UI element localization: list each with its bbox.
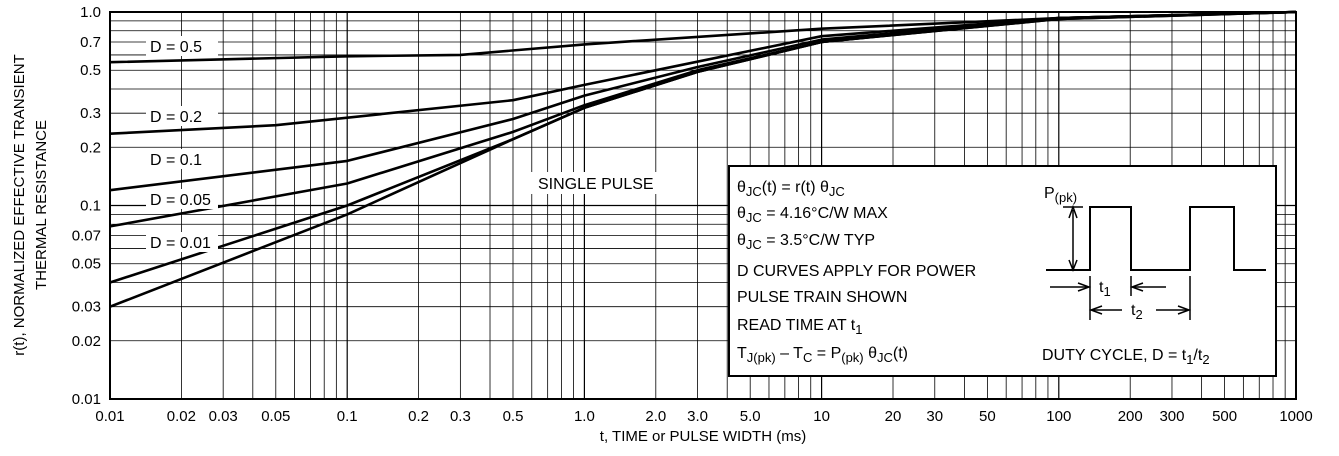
- svg-text:SINGLE PULSE: SINGLE PULSE: [538, 176, 654, 193]
- t2-label: t2: [1131, 302, 1143, 322]
- y-tick-label: 0.05: [72, 256, 101, 273]
- x-tick-label: 3.0: [687, 408, 708, 425]
- y-tick-label: 0.1: [80, 198, 101, 215]
- y-tick-label: 0.02: [72, 333, 101, 350]
- x-tick-label: 0.03: [209, 408, 238, 425]
- x-tick-label: 1.0: [574, 408, 595, 425]
- x-tick-label: 50: [979, 408, 996, 425]
- info-box: θJC(t) = r(t) θJC θJC = 4.16°C/W MAX θJC…: [728, 165, 1277, 377]
- x-tick-label: 200: [1118, 408, 1143, 425]
- note-d-curves: D CURVES APPLY FOR POWER: [737, 263, 976, 280]
- y-axis-label-line2: THERMAL RESISTANCE: [33, 120, 50, 290]
- note-pulse-train: PULSE TRAIN SHOWN: [737, 289, 907, 306]
- curve-d-0-2: [109, 10, 1297, 135]
- x-tick-label: 300: [1159, 408, 1184, 425]
- y-tick-label: 0.03: [72, 299, 101, 316]
- x-tick-label: 500: [1212, 408, 1237, 425]
- y-tick-label: 0.3: [80, 105, 101, 122]
- y-tick-label: 0.5: [80, 62, 101, 79]
- x-tick-label: 0.1: [337, 408, 358, 425]
- eq-tj-tc: TJ(pk) – TC = P(pk) θJC(t): [737, 345, 908, 365]
- series-label-d02: D = 0.2: [146, 106, 218, 126]
- svg-text:D = 0.01: D = 0.01: [150, 235, 211, 252]
- curves: [109, 10, 1297, 308]
- series-label-d001: D = 0.01: [146, 232, 218, 252]
- x-tick-label: 0.02: [167, 408, 196, 425]
- series-label-d05: D = 0.5: [146, 36, 218, 56]
- y-tick-label: 1.0: [80, 4, 101, 21]
- svg-text:D = 0.05: D = 0.05: [150, 192, 211, 209]
- t1-label: t1: [1099, 279, 1111, 299]
- y-tick-label: 0.7: [80, 34, 101, 51]
- x-tick-labels: 0.01 0.02 0.03 0.05 0.1 0.2 0.3 0.5 1.0 2.0 3.0 5.0…: [95, 408, 1312, 425]
- pulse-train-diagram: [1046, 204, 1266, 320]
- x-tick-label: 5.0: [740, 408, 761, 425]
- y-tick-label: 0.01: [72, 391, 101, 408]
- series-label-single-pulse: SINGLE PULSE: [531, 172, 669, 194]
- x-axis-label: t, TIME or PULSE WIDTH (ms): [600, 428, 806, 445]
- x-tick-label: 0.3: [450, 408, 471, 425]
- duty-cycle-label: DUTY CYCLE, D = t1/t2: [1042, 347, 1210, 367]
- eq-theta-jc-typ: θJC = 3.5°C/W TYP: [737, 232, 875, 252]
- svg-text:D = 0.5: D = 0.5: [150, 39, 202, 56]
- curve-single-pulse: [109, 10, 1297, 308]
- x-tick-label: 0.01: [95, 408, 124, 425]
- series-label-d01: D = 0.1: [146, 149, 218, 169]
- x-tick-label: 100: [1046, 408, 1071, 425]
- x-tick-label: 2.0: [645, 408, 666, 425]
- x-tick-label: 0.05: [261, 408, 290, 425]
- series-label-d005: D = 0.05: [146, 189, 218, 209]
- x-tick-label: 0.5: [503, 408, 524, 425]
- x-tick-label: 30: [926, 408, 943, 425]
- curve-d-0-1: [109, 10, 1297, 192]
- x-tick-label: 0.2: [408, 408, 429, 425]
- svg-text:D = 0.2: D = 0.2: [150, 109, 202, 126]
- y-tick-label: 0.07: [72, 227, 101, 244]
- y-tick-label: 0.2: [80, 139, 101, 156]
- y-tick-labels: 0.01 0.02 0.03 0.05 0.07 0.1 0.2 0.3 0.5 0.7 1.0: [72, 4, 101, 408]
- x-tick-label: 10: [813, 408, 830, 425]
- eq-theta-jc-max: θJC = 4.16°C/W MAX: [737, 205, 888, 225]
- svg-text:D = 0.1: D = 0.1: [150, 152, 202, 169]
- plot-frame: [109, 11, 1297, 400]
- x-tick-label: 1000: [1279, 408, 1312, 425]
- x-tick-label: 20: [885, 408, 902, 425]
- note-read-time: READ TIME AT t1: [737, 317, 862, 337]
- y-axis-label-line1: r(t), NORMALIZED EFFECTIVE TRANSIENT: [11, 54, 28, 355]
- eq-theta-jc-t: θJC(t) = r(t) θJC: [737, 179, 845, 199]
- ppk-label: P(pk): [1044, 185, 1077, 205]
